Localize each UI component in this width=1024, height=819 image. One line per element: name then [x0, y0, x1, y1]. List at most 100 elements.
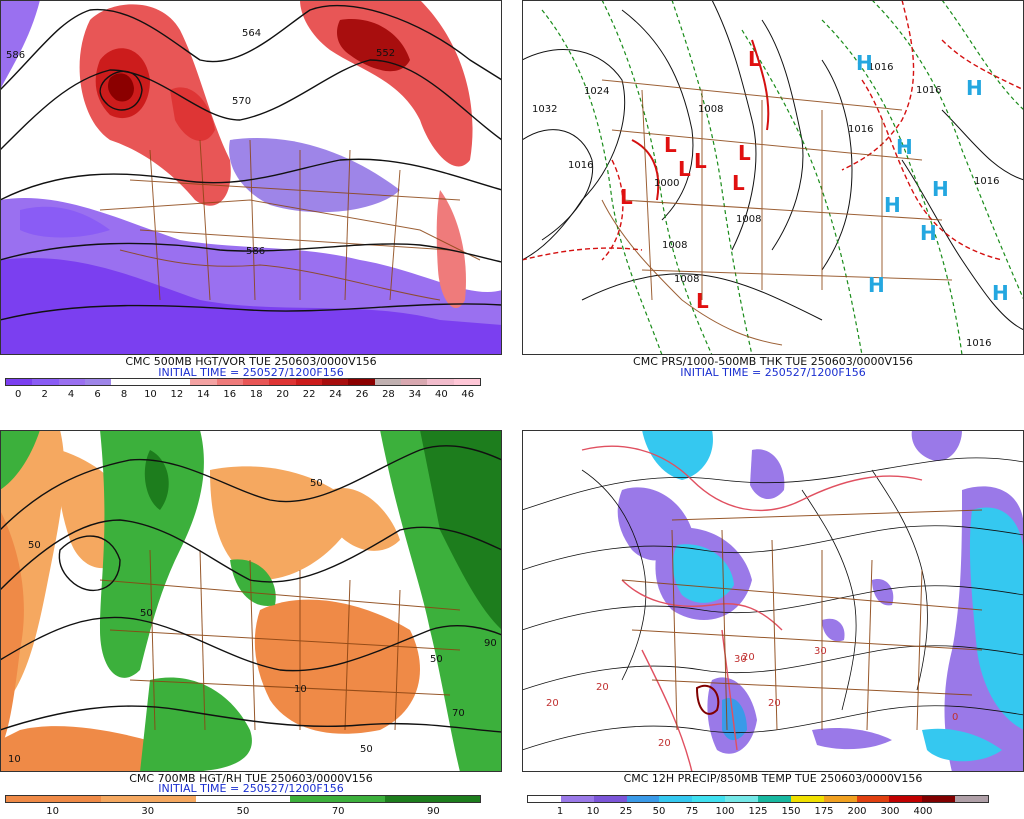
contour-label: 10 [8, 754, 21, 765]
colorbar-swatch [348, 379, 375, 385]
low-pressure-symbol: L [620, 185, 633, 209]
high-pressure-symbol: H [896, 135, 913, 159]
colorbar-tick-label: 175 [814, 806, 834, 817]
colorbar-tick-label: 6 [94, 389, 101, 400]
colorbar-tick-label: 22 [302, 389, 316, 400]
colorbar-swatch [148, 796, 196, 802]
isobar-label: 1008 [698, 104, 723, 115]
colorbar-swatch [692, 796, 726, 802]
colorbar-swatch [243, 796, 291, 802]
colorbar-swatch [111, 379, 138, 385]
colorbar-tick-label: 125 [748, 806, 768, 817]
colorbar-tick-label: 20 [276, 389, 290, 400]
colorbar-tick-label: 18 [249, 389, 263, 400]
map-500mb: 586 564 552 570 586 [0, 0, 502, 355]
isotherm-label: 20 [596, 682, 609, 693]
isobar-label: 1000 [654, 178, 679, 189]
colorbar-swatch [889, 796, 923, 802]
colorbar-tick-label: 0 [15, 389, 22, 400]
map-pressure: 1032 1024 1016 1008 1000 1008 1008 1016 … [522, 0, 1024, 355]
colorbar-tick-label: 50 [652, 806, 666, 817]
colorbar-swatch [385, 796, 433, 802]
contour-label: 10 [294, 684, 307, 695]
colorbar-swatch [626, 796, 660, 802]
colorbar-tick-label: 16 [223, 389, 237, 400]
colorbar-tick-label: 46 [461, 389, 475, 400]
panel-title: CMC 12H PRECIP/850MB TEMP TUE 250603/000… [623, 772, 923, 785]
isotherm-label: 20 [658, 738, 671, 749]
colorbar-tick-label: 300 [880, 806, 900, 817]
isobar-label: 1016 [974, 176, 999, 187]
isotherm-label: 20 [546, 698, 559, 709]
colorbar-labels: 1 10 25 50 75 100 125 150 175 200 300 400 [527, 806, 989, 818]
colorbar-labels: 0 2 4 6 8 10 12 14 16 18 20 22 24 26 28 34 40 46 [5, 389, 481, 401]
colorbar-swatch [856, 796, 890, 802]
colorbar-swatch [137, 379, 164, 385]
low-pressure-symbol: L [696, 289, 709, 313]
isobar-label: 1016 [568, 160, 593, 171]
panel-700mb-hgt-rh: 50 50 50 90 50 10 70 50 10 CMC 700MB HGT… [0, 430, 502, 819]
colorbar-swatch [163, 379, 191, 385]
panel-title: CMC 500MB HGT/VOR TUE 250603/0000V156 [125, 355, 377, 368]
colorbar-swatch [659, 796, 693, 802]
isobar-label: 1016 [916, 85, 941, 96]
colorbar-swatch [58, 379, 85, 385]
low-pressure-symbol: L [678, 157, 691, 181]
panel-init-time: INITIAL TIME = 250527/1200F156 [158, 366, 344, 379]
colorbar-swatch [216, 379, 243, 385]
low-pressure-symbol: L [694, 149, 707, 173]
colorbar-swatch [922, 796, 956, 802]
colorbar-swatch [453, 379, 480, 385]
colorbar-tick-label: 70 [331, 806, 345, 817]
isobar-label: 1008 [662, 240, 687, 251]
colorbar-tick-label: 75 [685, 806, 699, 817]
contour-label: 50 [430, 654, 443, 665]
colorbar-swatch [269, 379, 296, 385]
colorbar-tick-label: 4 [67, 389, 75, 400]
contour-label: 50 [28, 540, 41, 551]
colorbar-tick-label: 10 [144, 389, 157, 400]
colorbar-swatch [560, 796, 594, 802]
high-pressure-symbol: H [884, 193, 901, 217]
contour-label: 570 [232, 96, 251, 107]
contour-label: 586 [246, 246, 265, 257]
panel-title: CMC 700MB HGT/RH TUE 250603/0000V156 [129, 772, 373, 785]
colorbar [5, 795, 481, 803]
map-700mb: 50 50 50 90 50 10 70 50 10 [0, 430, 502, 772]
map-precip: 20 20 20 20 20 30 30 0 [522, 430, 1024, 772]
high-pressure-symbol: H [920, 221, 937, 245]
colorbar-tick-label: 50 [236, 806, 250, 817]
colorbar-swatch [758, 796, 791, 802]
isotherm-label: 0 [952, 712, 958, 723]
contour-label: 50 [140, 608, 153, 619]
panel-500mb-hgt-vor: 586 564 552 570 586 CMC 500MB HGT/VOR TU… [0, 0, 502, 400]
panel-prs-thickness: 1032 1024 1016 1008 1000 1008 1008 1016 … [522, 0, 1024, 400]
colorbar-swatch [6, 796, 54, 802]
low-pressure-symbol: L [664, 133, 677, 157]
isobar-label: 1008 [674, 274, 699, 285]
isobar-label: 1016 [868, 62, 893, 73]
low-pressure-symbol: L [732, 171, 745, 195]
panel-init-time: INITIAL TIME = 250527/1200F156 [680, 366, 866, 379]
isobar-label: 1032 [532, 104, 557, 115]
colorbar-tick-label: 200 [847, 806, 867, 817]
high-pressure-symbol: H [856, 51, 873, 75]
isotherm-label: 30 [734, 654, 747, 665]
colorbar-swatch [427, 379, 454, 385]
high-pressure-symbol: H [868, 273, 885, 297]
contour-label: 552 [376, 48, 395, 59]
high-pressure-symbol: H [966, 76, 983, 100]
colorbar-swatch [84, 379, 112, 385]
colorbar-tick-label: 28 [382, 389, 395, 400]
low-pressure-symbol: L [738, 141, 751, 165]
colorbar-tick-label: 40 [434, 389, 448, 400]
isobar-label: 1016 [966, 338, 991, 349]
colorbar-tick-label: 100 [715, 806, 735, 817]
colorbar-tick-label: 26 [355, 389, 369, 400]
contour-label: 90 [484, 638, 497, 649]
colorbar-swatch [400, 379, 428, 385]
colorbar-tick-label: 8 [120, 389, 128, 400]
colorbar-tick-label: 400 [913, 806, 933, 817]
low-pressure-symbol: L [748, 47, 761, 71]
colorbar-tick-label: 14 [196, 389, 210, 400]
